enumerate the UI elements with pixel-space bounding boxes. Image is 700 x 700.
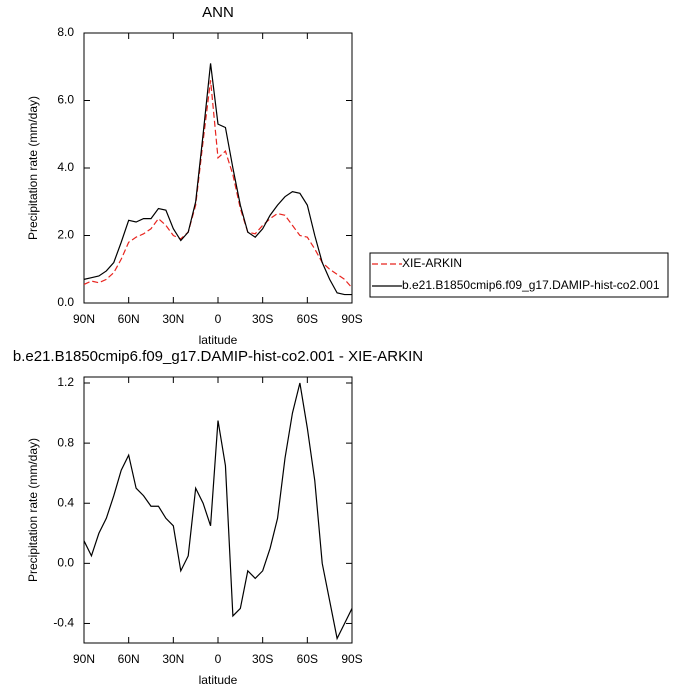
- y-tick-label: 2.0: [57, 228, 74, 242]
- x-axis-label: latitude: [199, 673, 238, 687]
- x-tick-label: 30S: [252, 312, 273, 326]
- y-axis-label: Precipitation rate (mm/day): [26, 96, 40, 240]
- y-tick-label: 0.0: [57, 556, 74, 570]
- y-tick-label: -0.4: [53, 616, 74, 630]
- plot-frame: [83, 32, 353, 304]
- data-line: [83, 80, 353, 289]
- x-tick-label: 60S: [297, 312, 318, 326]
- x-tick-label: 90N: [73, 652, 95, 666]
- x-tick-label: 30N: [162, 312, 184, 326]
- x-tick-label: 0: [215, 652, 222, 666]
- legend-frame: [369, 252, 669, 298]
- x-tick-label: 60N: [118, 652, 140, 666]
- y-tick-label: 8.0: [57, 25, 74, 39]
- y-tick-label: 4.0: [57, 160, 74, 174]
- x-tick-label: 60N: [118, 312, 140, 326]
- x-tick-label: 0: [215, 312, 222, 326]
- data-line: [83, 382, 353, 641]
- y-tick-label: 1.2: [57, 375, 74, 389]
- x-tick-label: 90N: [73, 312, 95, 326]
- x-tick-label: 90S: [341, 312, 362, 326]
- x-tick-label: 30N: [162, 652, 184, 666]
- y-tick-label: 0.0: [57, 295, 74, 309]
- legend-label: b.e21.B1850cmip6.f09_g17.DAMIP-hist-co2.…: [402, 278, 660, 292]
- y-tick-label: 0.4: [57, 495, 74, 509]
- x-tick-label: 60S: [297, 652, 318, 666]
- x-tick-label: 30S: [252, 652, 273, 666]
- chart-title: b.e21.B1850cmip6.f09_g17.DAMIP-hist-co2.…: [13, 348, 423, 365]
- chart-title: ANN: [202, 4, 234, 21]
- y-axis-label: Precipitation rate (mm/day): [26, 438, 40, 582]
- plot-frame: [83, 376, 353, 644]
- y-tick-label: 6.0: [57, 93, 74, 107]
- x-axis-label: latitude: [199, 333, 238, 347]
- y-tick-label: 0.8: [57, 435, 74, 449]
- x-tick-label: 90S: [341, 652, 362, 666]
- legend-label: XIE-ARKIN: [402, 256, 462, 270]
- data-line: [83, 63, 352, 296]
